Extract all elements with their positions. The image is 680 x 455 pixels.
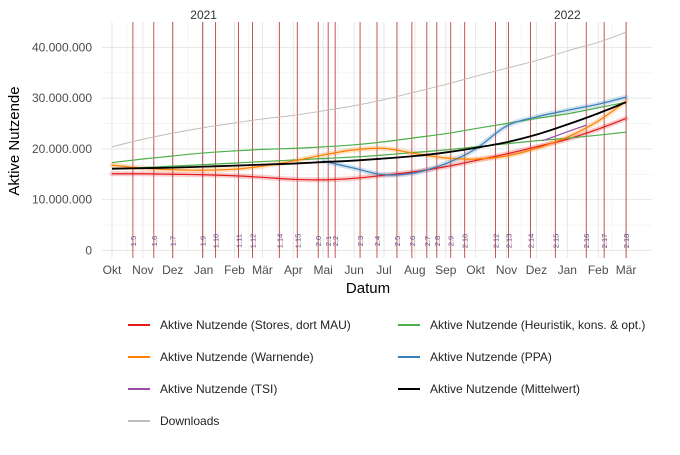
series-line-aktive-nutzende-heuristik-kons-opt [111,131,627,170]
version-label: 1.11 [235,234,244,248]
version-label: 2.8 [433,236,442,246]
series-line-aktive-nutzende-stores-dort-mau [111,117,627,181]
legend-label: Aktive Nutzende (Stores, dort MAU) [160,318,351,332]
x-tick-label: Jun [344,263,363,277]
x-tick-label: Okt [103,263,122,277]
version-label: 2.6 [408,236,417,246]
legend-item: Aktive Nutzende (Stores, dort MAU) [128,318,351,332]
x-tick-label: Aug [404,263,425,277]
x-tick-label: Dez [162,263,183,277]
legend-label: Aktive Nutzende (Heuristik, kons. & opt.… [430,318,646,332]
version-label: 1.5 [129,236,138,246]
legend-swatch [128,420,150,422]
x-tick-label: Nov [132,263,153,277]
x-tick-label: Nov [496,263,517,277]
version-labels: 1.5 1.6 1.7 1.9 1.10 1.11 1.12 1.14 1.15 2.0 2.12.… [129,234,631,249]
legend-item: Aktive Nutzende (PPA) [398,350,552,364]
year-label: 2021 [190,8,217,22]
legend-swatch [398,356,420,358]
version-label: 2.16 [582,234,591,249]
version-label: 1.14 [275,234,284,249]
legend-swatch [128,356,150,358]
version-label: 2.5 [393,236,402,246]
legend-label: Aktive Nutzende (Mittelwert) [430,382,581,396]
x-tick-label: Feb [224,263,245,277]
x-tick-label: Jan [558,263,577,277]
version-label: 2.12 [492,234,501,249]
x-tick-label: Mär [252,263,273,277]
legend-item: Aktive Nutzende (Heuristik, kons. & opt.… [398,318,645,332]
x-tick-label: Apr [284,263,303,277]
series-line-aktive-nutzende-ppa [323,96,627,176]
y-tick-label: 10.000.000 [32,193,92,207]
legend-swatch [128,324,150,326]
axes: 0 10.000.000 20.000.000 30.000.000 40.000.00… [32,8,636,277]
version-label: 1.15 [293,234,302,249]
version-label: 1.7 [169,236,178,246]
version-label: 2.3 [356,236,365,246]
version-label: 2.4 [373,236,382,246]
series-line-aktive-nutzende-heuristik-kons-opt [111,101,627,164]
legend-swatch [398,388,420,390]
legend-item: Aktive Nutzende (Warnende) [128,350,314,364]
version-label: 2.18 [622,234,631,249]
version-label: 2.15 [551,234,560,249]
x-tick-label: Dez [526,263,547,277]
version-label: 2.14 [526,234,535,249]
x-axis-title: Datum [346,280,390,297]
legend-label: Aktive Nutzende (PPA) [430,350,552,364]
legend-swatch [398,324,420,326]
series-line-aktive-nutzende-tsi [542,124,587,142]
version-label: 2.13 [505,234,514,249]
y-tick-label: 20.000.000 [32,142,92,156]
x-tick-label: Sep [435,263,457,277]
version-label: 2.1 [324,236,333,246]
x-tick-label: Feb [588,263,609,277]
version-label: 2.10 [461,234,470,249]
legend-swatch [128,388,150,390]
x-tick-label: Jul [376,263,391,277]
version-label: 2.17 [600,234,609,249]
year-label: 2022 [554,8,581,22]
version-lines [132,22,627,258]
series-line-aktive-nutzende-mittelwert [111,101,627,170]
version-label: 2.7 [423,236,432,246]
version-label: 1.9 [199,236,208,246]
legend-label: Aktive Nutzende (Warnende) [160,350,314,364]
legend-label: Downloads [160,414,220,428]
version-label: 1.6 [150,236,159,246]
series-lines [111,31,627,181]
version-label: 2.0 [314,236,323,246]
series-line-aktive-nutzende-warnende [111,100,627,171]
y-tick-label: 30.000.000 [32,91,92,105]
y-tick-label: 0 [85,243,92,257]
legend-item: Downloads [128,414,219,428]
series-line-downloads [111,31,627,148]
x-tick-label: Jan [194,263,213,277]
version-label: 2.9 [447,236,456,246]
x-tick-label: Mai [314,263,333,277]
version-label: 1.10 [212,234,221,249]
version-label: 2.2 [331,236,340,246]
y-axis-title: Aktive Nutzende [6,86,23,195]
x-tick-label: Okt [466,263,485,277]
legend-label: Aktive Nutzende (TSI) [160,382,278,396]
legend-item: Aktive Nutzende (Mittelwert) [398,382,580,396]
legend-item: Aktive Nutzende (TSI) [128,382,277,396]
version-label: 1.12 [248,234,257,249]
x-tick-label: Mär [616,263,637,277]
y-tick-label: 40.000.000 [32,40,92,54]
